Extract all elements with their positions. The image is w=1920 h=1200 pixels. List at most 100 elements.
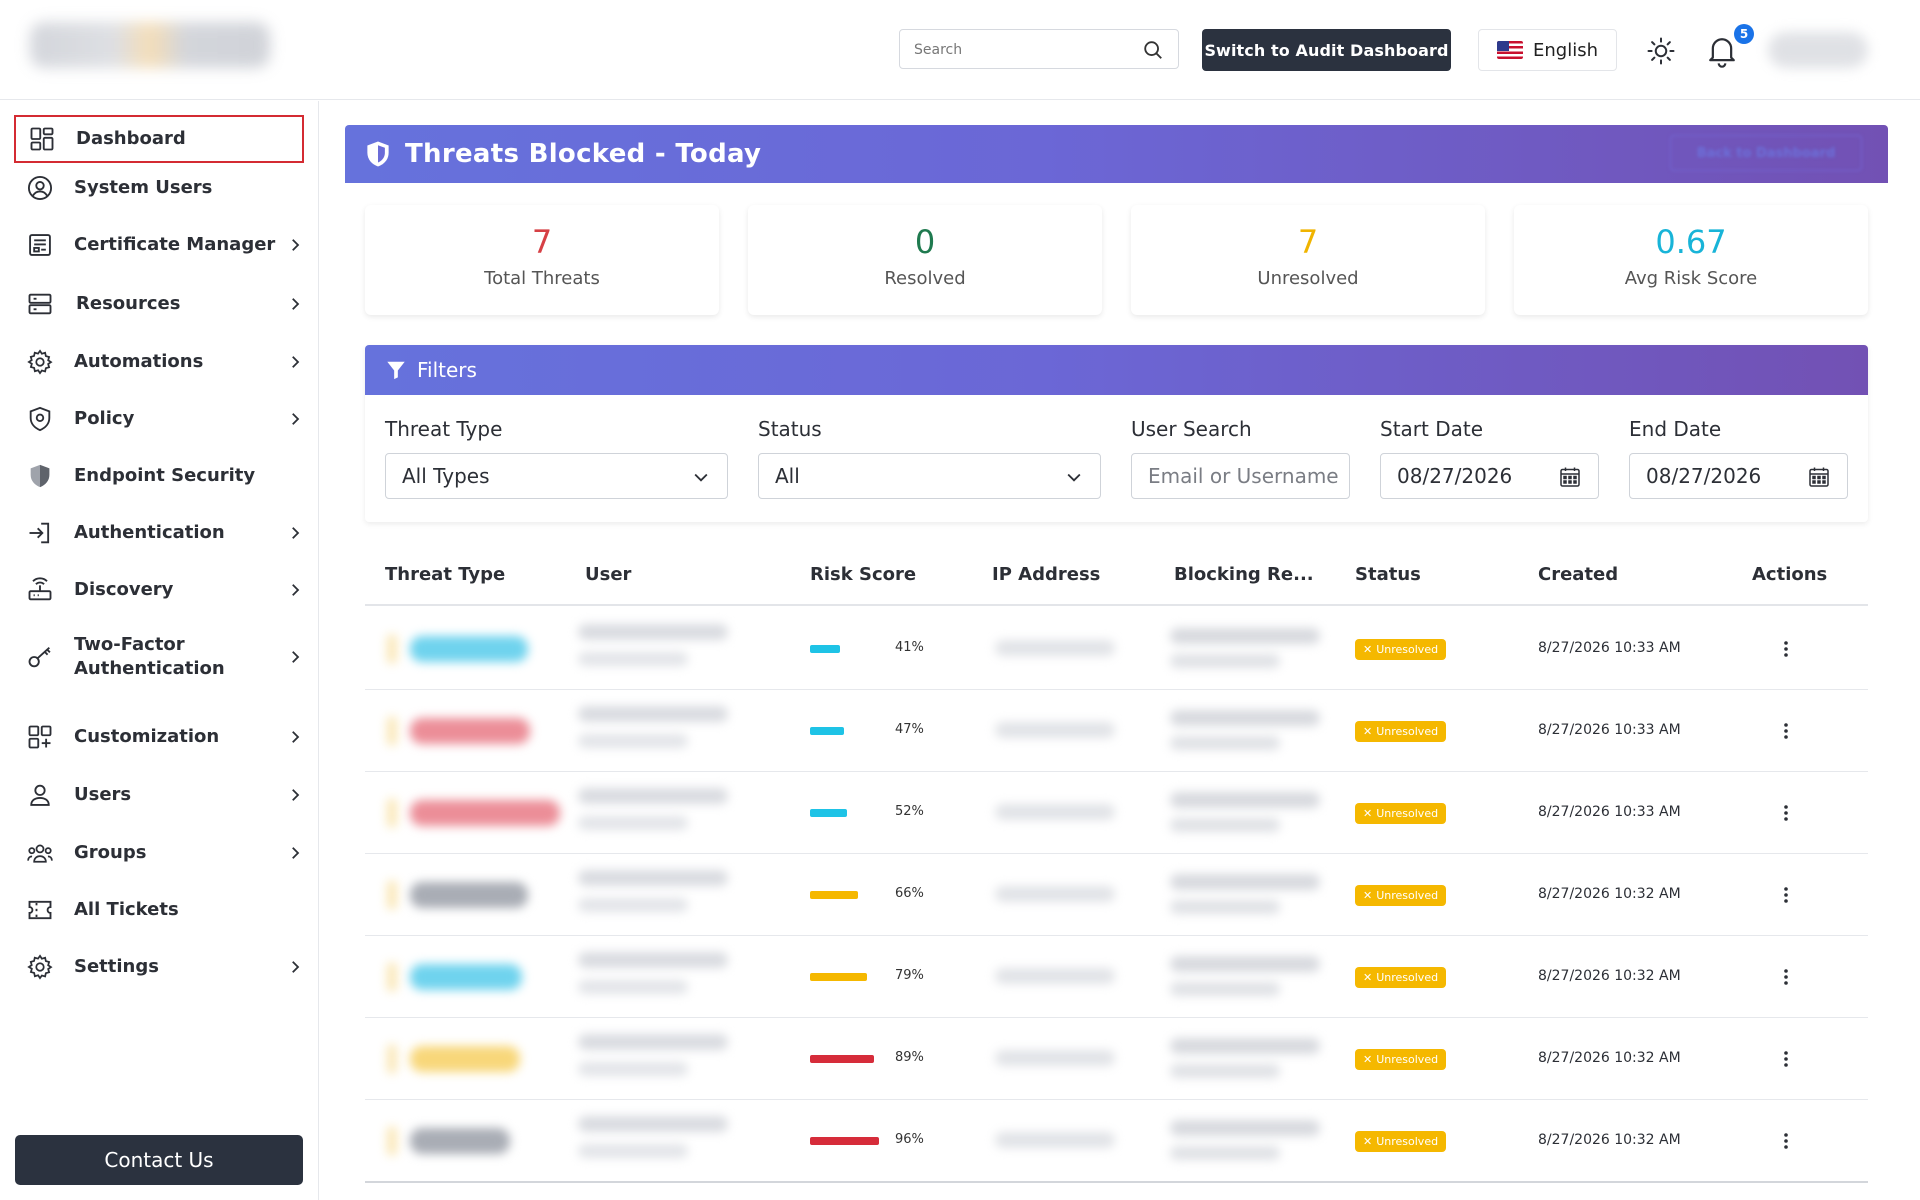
user-search-input[interactable]: [1148, 464, 1349, 488]
sidebar-item-groups[interactable]: Groups: [14, 835, 304, 871]
user-circle-icon: [26, 174, 54, 202]
user-name-redacted: [578, 706, 728, 722]
row-actions-button[interactable]: [1771, 880, 1801, 910]
sidebar-item-resources[interactable]: Resources: [14, 286, 304, 322]
column-header-ip-address[interactable]: IP Address: [992, 564, 1101, 585]
end-date-label: End Date: [1629, 417, 1722, 441]
back-to-dashboard-button[interactable]: Back to Dashboard: [1670, 135, 1862, 171]
more-vertical-icon: [1784, 1051, 1788, 1067]
row-actions-button[interactable]: [1771, 962, 1801, 992]
risk-score-bar: [810, 809, 847, 817]
sun-icon[interactable]: [1646, 36, 1676, 66]
calendar-icon[interactable]: [1558, 465, 1582, 489]
user-email-redacted: [578, 1144, 688, 1158]
user-name-redacted: [578, 624, 728, 640]
status-label: Unresolved: [1376, 1053, 1439, 1066]
app-logo[interactable]: [30, 22, 270, 68]
user-name-redacted: [578, 788, 728, 804]
grid-plus-icon: [26, 723, 54, 751]
status-label: Unresolved: [1376, 643, 1439, 656]
risk-score-value: 47%: [895, 722, 924, 737]
status-select[interactable]: All: [758, 453, 1101, 499]
search-icon[interactable]: [1142, 39, 1164, 61]
row-actions-button[interactable]: [1771, 716, 1801, 746]
status-badge: ✕ Unresolved: [1355, 721, 1447, 742]
column-header-user[interactable]: User: [585, 564, 632, 585]
status-label: Status: [758, 417, 822, 441]
sidebar-item-endpoint-security[interactable]: Endpoint Security: [14, 458, 304, 494]
start-date-input[interactable]: 08/27/2026: [1380, 453, 1599, 499]
search-box[interactable]: [899, 29, 1179, 69]
shield-icon: [367, 141, 389, 167]
status-label: Unresolved: [1376, 725, 1439, 738]
sidebar-item-automations[interactable]: Automations: [14, 344, 304, 380]
bell-icon[interactable]: [1706, 34, 1738, 68]
status-value: All: [775, 464, 800, 488]
chevron-right-icon: [292, 731, 300, 743]
threat-type-select[interactable]: All Types: [385, 453, 728, 499]
sidebar-item-two-factor-authentication[interactable]: Two-Factor Authentication: [14, 631, 304, 683]
sidebar-item-dashboard[interactable]: Dashboard: [14, 115, 304, 163]
column-header-status[interactable]: Status: [1355, 564, 1421, 585]
sidebar-item-label: Resources: [76, 293, 181, 314]
table-row[interactable]: 41% ✕ Unresolved 8/27/2026 10:33 AM: [365, 608, 1868, 690]
sidebar-item-policy[interactable]: Policy: [14, 401, 304, 437]
risk-score-value: 96%: [895, 1132, 924, 1147]
filters-panel: Filters Threat Type All Types Status All…: [365, 345, 1868, 522]
risk-score-value: 41%: [895, 640, 924, 655]
sidebar-item-discovery[interactable]: Discovery: [14, 572, 304, 608]
row-actions-button[interactable]: [1771, 798, 1801, 828]
chevron-right-icon: [292, 298, 300, 310]
threat-type-accent: [387, 798, 397, 828]
filter-icon: [387, 361, 405, 380]
sidebar-item-certificate-manager[interactable]: Certificate Manager: [14, 227, 304, 263]
end-date-input[interactable]: 08/27/2026: [1629, 453, 1848, 499]
sidebar-item-label: System Users: [74, 177, 213, 198]
sidebar-item-authentication[interactable]: Authentication: [14, 515, 304, 551]
status-badge: ✕ Unresolved: [1355, 1131, 1447, 1152]
contact-us-button[interactable]: Contact Us: [15, 1135, 303, 1185]
stat-value: 0: [914, 223, 936, 261]
sidebar-item-label: Endpoint Security: [74, 465, 256, 486]
sidebar-item-settings[interactable]: Settings: [14, 949, 304, 985]
stat-card-unresolved: 7 Unresolved: [1131, 205, 1485, 315]
risk-score-bar: [810, 891, 858, 899]
table-row[interactable]: 89% ✕ Unresolved 8/27/2026 10:32 AM: [365, 1018, 1868, 1100]
sidebar-item-customization[interactable]: Customization: [14, 719, 304, 755]
threat-type-accent: [387, 1126, 397, 1156]
ip-address-redacted: [995, 722, 1115, 738]
search-input[interactable]: [914, 39, 1134, 61]
column-header-created[interactable]: Created: [1538, 564, 1619, 585]
row-actions-button[interactable]: [1771, 1044, 1801, 1074]
user-email-redacted: [578, 898, 688, 912]
risk-score-bar: [810, 973, 867, 981]
blocking-reason-detail-redacted: [1170, 982, 1280, 996]
user-search-field[interactable]: [1131, 453, 1350, 499]
close-icon: ✕: [1363, 807, 1373, 820]
column-header-blocking-reason[interactable]: Blocking Re...: [1174, 564, 1314, 585]
table-row[interactable]: 96% ✕ Unresolved 8/27/2026 10:32 AM: [365, 1100, 1868, 1182]
row-actions-button[interactable]: [1771, 634, 1801, 664]
column-header-risk-score[interactable]: Risk Score: [810, 564, 917, 585]
status-badge: ✕ Unresolved: [1355, 803, 1447, 824]
column-header-threat-type[interactable]: Threat Type: [385, 564, 506, 585]
table-row[interactable]: 52% ✕ Unresolved 8/27/2026 10:33 AM: [365, 772, 1868, 854]
stat-value: 0.67: [1655, 223, 1727, 261]
table-row[interactable]: 47% ✕ Unresolved 8/27/2026 10:33 AM: [365, 690, 1868, 772]
threat-type-value: All Types: [402, 464, 490, 488]
stat-label: Total Threats: [484, 268, 600, 289]
calendar-icon[interactable]: [1807, 465, 1831, 489]
table-row[interactable]: 66% ✕ Unresolved 8/27/2026 10:32 AM: [365, 854, 1868, 936]
more-vertical-icon: [1784, 969, 1788, 985]
language-selector[interactable]: English: [1478, 29, 1617, 71]
row-actions-button[interactable]: [1771, 1126, 1801, 1156]
threat-type-pill: [410, 1046, 520, 1072]
sidebar-item-users[interactable]: Users: [14, 777, 304, 813]
sidebar-item-all-tickets[interactable]: All Tickets: [14, 892, 304, 928]
switch-audit-dashboard-button[interactable]: Switch to Audit Dashboard: [1202, 29, 1451, 71]
blocking-reason-redacted: [1170, 628, 1320, 644]
page-title: Threats Blocked - Today: [405, 139, 762, 169]
sidebar-item-system-users[interactable]: System Users: [14, 170, 304, 206]
table-row[interactable]: 79% ✕ Unresolved 8/27/2026 10:32 AM: [365, 936, 1868, 1018]
user-avatar[interactable]: [1768, 32, 1868, 68]
